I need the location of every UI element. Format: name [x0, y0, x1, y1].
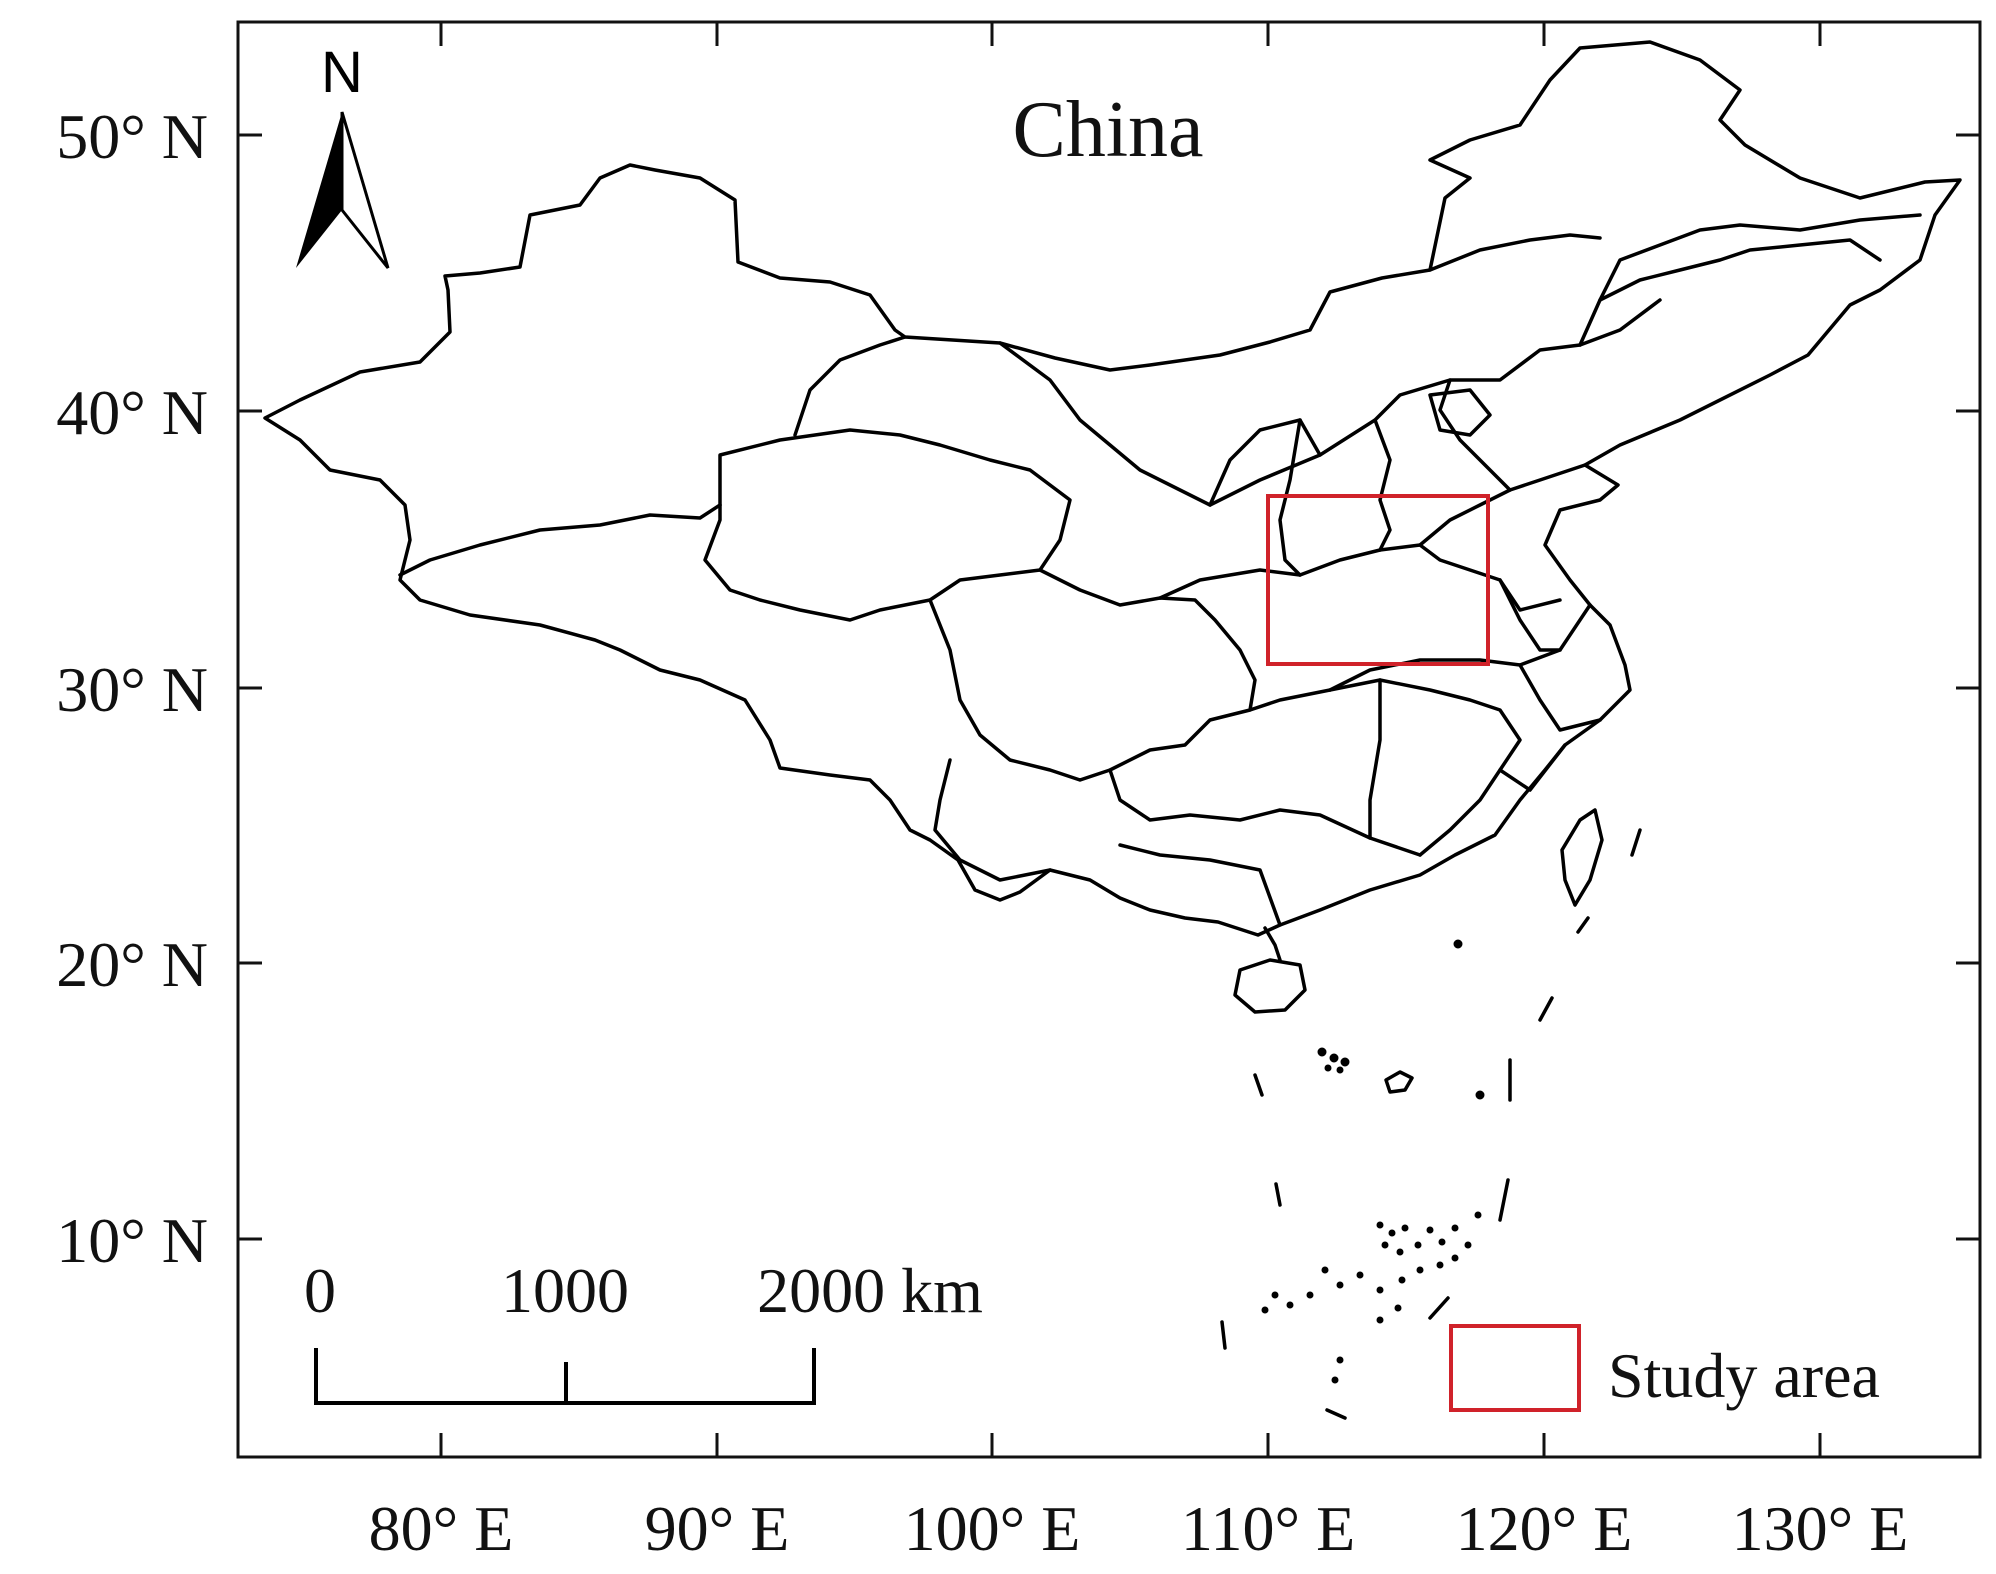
province-boundary [933, 758, 1052, 882]
province-boundary [1208, 418, 1322, 507]
province-boundary [1118, 843, 1282, 927]
province-boundary [1498, 578, 1562, 652]
province-boundary [1373, 418, 1392, 552]
y-tick-label: 40° N [56, 377, 208, 448]
scale-label: 2000 km [757, 1255, 983, 1326]
north-label: N [321, 40, 363, 105]
hainan-island [1233, 958, 1307, 1014]
legend-label: Study area [1608, 1340, 1880, 1411]
province-boundary [1248, 678, 1522, 857]
province-boundary [1108, 768, 1422, 857]
map-frame [236, 20, 1982, 1459]
x-tick-label: 90° E [645, 1493, 790, 1564]
province-boundary [1278, 418, 1302, 577]
scale-label: 1000 [501, 1255, 629, 1326]
province-boundary [1578, 238, 1882, 347]
x-tick-label: 100° E [904, 1493, 1081, 1564]
province-boundary [1368, 678, 1382, 840]
province-boundary [398, 503, 722, 577]
x-tick-label: 120° E [1456, 1493, 1633, 1564]
province-boundary [1428, 233, 1602, 272]
south-china-sea [1220, 828, 1642, 1420]
province-boundary [1598, 213, 1922, 302]
province-boundary [1438, 378, 1512, 492]
province-boundary [793, 335, 907, 437]
province-boundary [1498, 743, 1567, 792]
province-boundary [928, 568, 1257, 782]
province-boundary [1428, 388, 1492, 437]
province-boundary [1158, 543, 1562, 612]
study-area-rectangle [1266, 494, 1490, 666]
legend: Study area [1449, 1324, 1880, 1412]
x-tick-label: 130° E [1732, 1493, 1909, 1564]
national-boundary [263, 40, 1962, 937]
x-tick-label: 110° E [1181, 1493, 1355, 1564]
taiwan-island [1560, 808, 1604, 907]
province-boundary [1518, 663, 1602, 732]
y-tick-label: 20° N [56, 929, 208, 1000]
province-boundary [703, 428, 1072, 622]
x-axis-ticks [439, 22, 1822, 1457]
province-boundary [1418, 463, 1587, 547]
scale-bar: 0 1000 2000 km [304, 1255, 983, 1405]
y-axis-ticks [238, 133, 1980, 1241]
scale-label: 0 [304, 1255, 336, 1326]
province-boundary [1328, 603, 1592, 692]
map-title: China [1012, 86, 1203, 174]
y-tick-label: 50° N [56, 101, 208, 172]
x-tick-label: 80° E [369, 1493, 514, 1564]
y-tick-label: 10° N [56, 1205, 208, 1276]
north-arrow-icon: N [296, 40, 390, 269]
legend-swatch [1449, 1324, 1581, 1412]
province-boundary [1263, 926, 1282, 962]
china-boundaries [263, 40, 1962, 1014]
y-tick-label: 30° N [56, 654, 208, 725]
